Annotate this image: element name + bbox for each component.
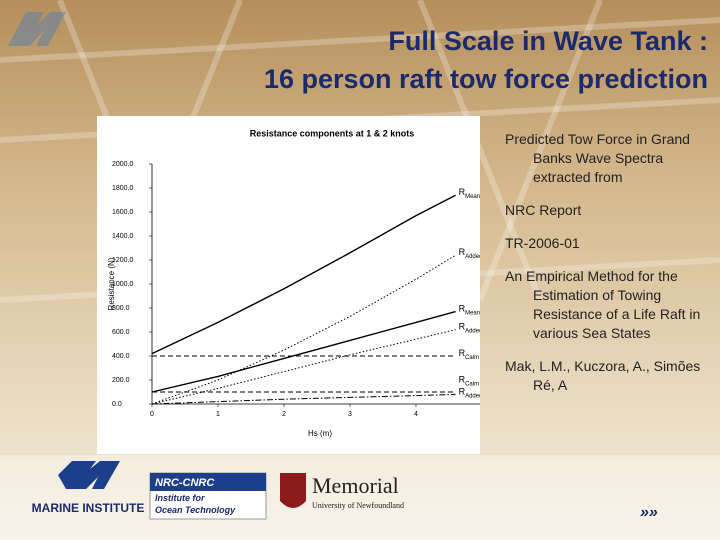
x-tick-label: 2 <box>282 411 286 418</box>
chart: Resistance components at 1 & 2 knots Hs … <box>97 116 480 454</box>
series-line <box>151 310 456 393</box>
paragraph: Predicted Tow Force in Grand Banks Wave … <box>505 131 690 185</box>
logo-text: University of Newfoundland <box>312 501 404 510</box>
series-line <box>151 329 456 405</box>
paragraph: NRC Report <box>505 202 582 218</box>
logo-text: MARINE INSTITUTE <box>32 501 145 515</box>
x-tick-label: 3 <box>348 411 352 418</box>
x-tick-label: 4 <box>414 411 418 418</box>
nav-arrows: »» <box>640 504 658 521</box>
series-label: RAdded waves 1 knot <box>459 322 480 334</box>
series-line <box>151 254 456 405</box>
series-label: RCalm 1 knot <box>459 375 480 387</box>
corner-logo <box>8 12 66 46</box>
y-tick-label: 1600.0 <box>112 209 134 216</box>
y-tick-label: 600.0 <box>112 329 130 336</box>
logo-text: Ocean Technology <box>155 505 236 515</box>
mun-crest <box>280 473 306 508</box>
nrc-band <box>150 473 266 491</box>
title-line: Full Scale in Wave Tank : <box>388 26 708 56</box>
series-line <box>151 393 456 405</box>
series-label: RMean total 1 knot <box>459 304 480 316</box>
series-line <box>151 194 456 355</box>
y-tick-label: 800.0 <box>112 305 130 312</box>
paragraph: Mak, L.M., Kuczora, A., Simões Ré, A <box>505 358 701 393</box>
series-label: RCalm 2 knots <box>459 348 480 360</box>
logo-text: Memorial <box>312 473 399 498</box>
x-tick-label: 1 <box>216 411 220 418</box>
paragraph: TR-2006-01 <box>505 235 580 251</box>
logo-text: NRC-CNRC <box>155 477 215 489</box>
logo-band <box>0 455 720 540</box>
y-tick-label: 1000.0 <box>112 281 134 288</box>
y-tick-label: 1400.0 <box>112 233 134 240</box>
logo-bar: MARINE INSTITUTE NRC-CNRC Institute for … <box>0 455 720 540</box>
paragraph: An Empirical Method for the Estimation o… <box>505 268 701 341</box>
series-label: RAdded wind <box>459 387 480 399</box>
series-label: RAdded waves 2 knots <box>459 248 480 260</box>
y-tick-label: 400.0 <box>112 353 130 360</box>
mi-logo <box>58 461 120 489</box>
series-label: RMean total 2 knots <box>459 188 480 200</box>
y-tick-label: 2000.0 <box>112 161 134 168</box>
y-tick-label: 1200.0 <box>112 257 134 264</box>
x-tick-label: 0 <box>150 411 154 418</box>
y-tick-label: 1800.0 <box>112 185 134 192</box>
text-block: Predicted Tow Force in Grand Banks Wave … <box>505 130 710 409</box>
x-axis-label: Hs (m) <box>308 429 332 438</box>
y-axis-label: Resistance (N) <box>107 257 116 310</box>
logo-text: Institute for <box>155 493 205 503</box>
chart-title: Resistance components at 1 & 2 knots <box>250 128 415 138</box>
y-tick-label: 200.0 <box>112 377 130 384</box>
y-tick-label: 0.0 <box>112 401 122 408</box>
title-line: 16 person raft tow force prediction <box>263 64 708 94</box>
